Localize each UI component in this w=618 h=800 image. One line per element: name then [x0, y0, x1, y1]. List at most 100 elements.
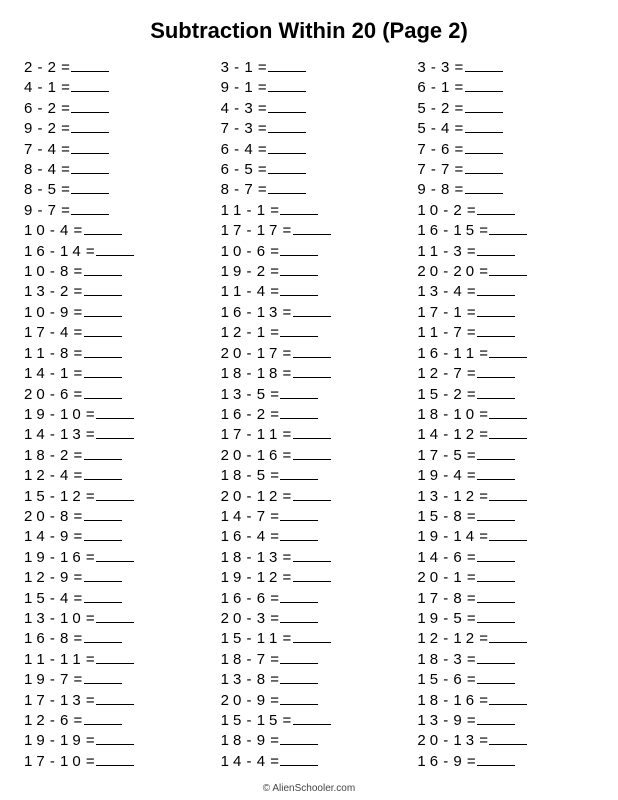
answer-blank[interactable] [280, 263, 318, 276]
answer-blank[interactable] [268, 100, 306, 113]
answer-blank[interactable] [489, 692, 527, 705]
answer-blank[interactable] [489, 222, 527, 235]
answer-blank[interactable] [280, 467, 318, 480]
answer-blank[interactable] [477, 590, 515, 603]
answer-blank[interactable] [465, 181, 503, 194]
answer-blank[interactable] [280, 692, 318, 705]
answer-blank[interactable] [280, 590, 318, 603]
answer-blank[interactable] [477, 243, 515, 256]
answer-blank[interactable] [280, 406, 318, 419]
answer-blank[interactable] [280, 508, 318, 521]
answer-blank[interactable] [489, 488, 527, 501]
answer-blank[interactable] [465, 100, 503, 113]
answer-blank[interactable] [293, 549, 331, 562]
answer-blank[interactable] [280, 732, 318, 745]
answer-blank[interactable] [477, 651, 515, 664]
answer-blank[interactable] [280, 610, 318, 623]
answer-blank[interactable] [268, 120, 306, 133]
answer-blank[interactable] [84, 324, 122, 337]
answer-blank[interactable] [96, 243, 134, 256]
answer-blank[interactable] [71, 141, 109, 154]
answer-blank[interactable] [280, 671, 318, 684]
answer-blank[interactable] [477, 712, 515, 725]
answer-blank[interactable] [71, 120, 109, 133]
answer-blank[interactable] [96, 488, 134, 501]
answer-blank[interactable] [489, 732, 527, 745]
answer-blank[interactable] [84, 508, 122, 521]
answer-blank[interactable] [84, 263, 122, 276]
answer-blank[interactable] [96, 753, 134, 766]
answer-blank[interactable] [96, 406, 134, 419]
answer-blank[interactable] [280, 528, 318, 541]
answer-blank[interactable] [293, 712, 331, 725]
answer-blank[interactable] [477, 610, 515, 623]
answer-blank[interactable] [477, 304, 515, 317]
answer-blank[interactable] [489, 630, 527, 643]
answer-blank[interactable] [84, 365, 122, 378]
answer-blank[interactable] [477, 508, 515, 521]
answer-blank[interactable] [268, 161, 306, 174]
answer-blank[interactable] [280, 243, 318, 256]
answer-blank[interactable] [465, 79, 503, 92]
answer-blank[interactable] [293, 426, 331, 439]
answer-blank[interactable] [84, 345, 122, 358]
answer-blank[interactable] [489, 406, 527, 419]
answer-blank[interactable] [268, 141, 306, 154]
answer-blank[interactable] [84, 630, 122, 643]
answer-blank[interactable] [293, 569, 331, 582]
answer-blank[interactable] [293, 630, 331, 643]
answer-blank[interactable] [96, 732, 134, 745]
answer-blank[interactable] [477, 202, 515, 215]
answer-blank[interactable] [477, 447, 515, 460]
answer-blank[interactable] [280, 202, 318, 215]
answer-blank[interactable] [71, 181, 109, 194]
answer-blank[interactable] [84, 671, 122, 684]
answer-blank[interactable] [477, 324, 515, 337]
answer-blank[interactable] [465, 141, 503, 154]
answer-blank[interactable] [477, 365, 515, 378]
answer-blank[interactable] [268, 79, 306, 92]
answer-blank[interactable] [84, 283, 122, 296]
answer-blank[interactable] [293, 345, 331, 358]
answer-blank[interactable] [280, 386, 318, 399]
answer-blank[interactable] [96, 692, 134, 705]
answer-blank[interactable] [96, 610, 134, 623]
answer-blank[interactable] [293, 447, 331, 460]
answer-blank[interactable] [489, 345, 527, 358]
answer-blank[interactable] [489, 426, 527, 439]
answer-blank[interactable] [280, 324, 318, 337]
answer-blank[interactable] [71, 202, 109, 215]
answer-blank[interactable] [489, 528, 527, 541]
answer-blank[interactable] [477, 283, 515, 296]
answer-blank[interactable] [280, 283, 318, 296]
answer-blank[interactable] [477, 753, 515, 766]
answer-blank[interactable] [84, 467, 122, 480]
answer-blank[interactable] [477, 671, 515, 684]
answer-blank[interactable] [84, 569, 122, 582]
answer-blank[interactable] [84, 447, 122, 460]
answer-blank[interactable] [71, 161, 109, 174]
answer-blank[interactable] [465, 59, 503, 72]
answer-blank[interactable] [96, 549, 134, 562]
answer-blank[interactable] [280, 651, 318, 664]
answer-blank[interactable] [465, 120, 503, 133]
answer-blank[interactable] [71, 79, 109, 92]
answer-blank[interactable] [84, 222, 122, 235]
answer-blank[interactable] [96, 651, 134, 664]
answer-blank[interactable] [465, 161, 503, 174]
answer-blank[interactable] [477, 467, 515, 480]
answer-blank[interactable] [293, 304, 331, 317]
answer-blank[interactable] [293, 222, 331, 235]
answer-blank[interactable] [293, 365, 331, 378]
answer-blank[interactable] [477, 569, 515, 582]
answer-blank[interactable] [84, 590, 122, 603]
answer-blank[interactable] [71, 59, 109, 72]
answer-blank[interactable] [268, 181, 306, 194]
answer-blank[interactable] [84, 386, 122, 399]
answer-blank[interactable] [489, 263, 527, 276]
answer-blank[interactable] [477, 386, 515, 399]
answer-blank[interactable] [84, 712, 122, 725]
answer-blank[interactable] [293, 488, 331, 501]
answer-blank[interactable] [96, 426, 134, 439]
answer-blank[interactable] [280, 753, 318, 766]
